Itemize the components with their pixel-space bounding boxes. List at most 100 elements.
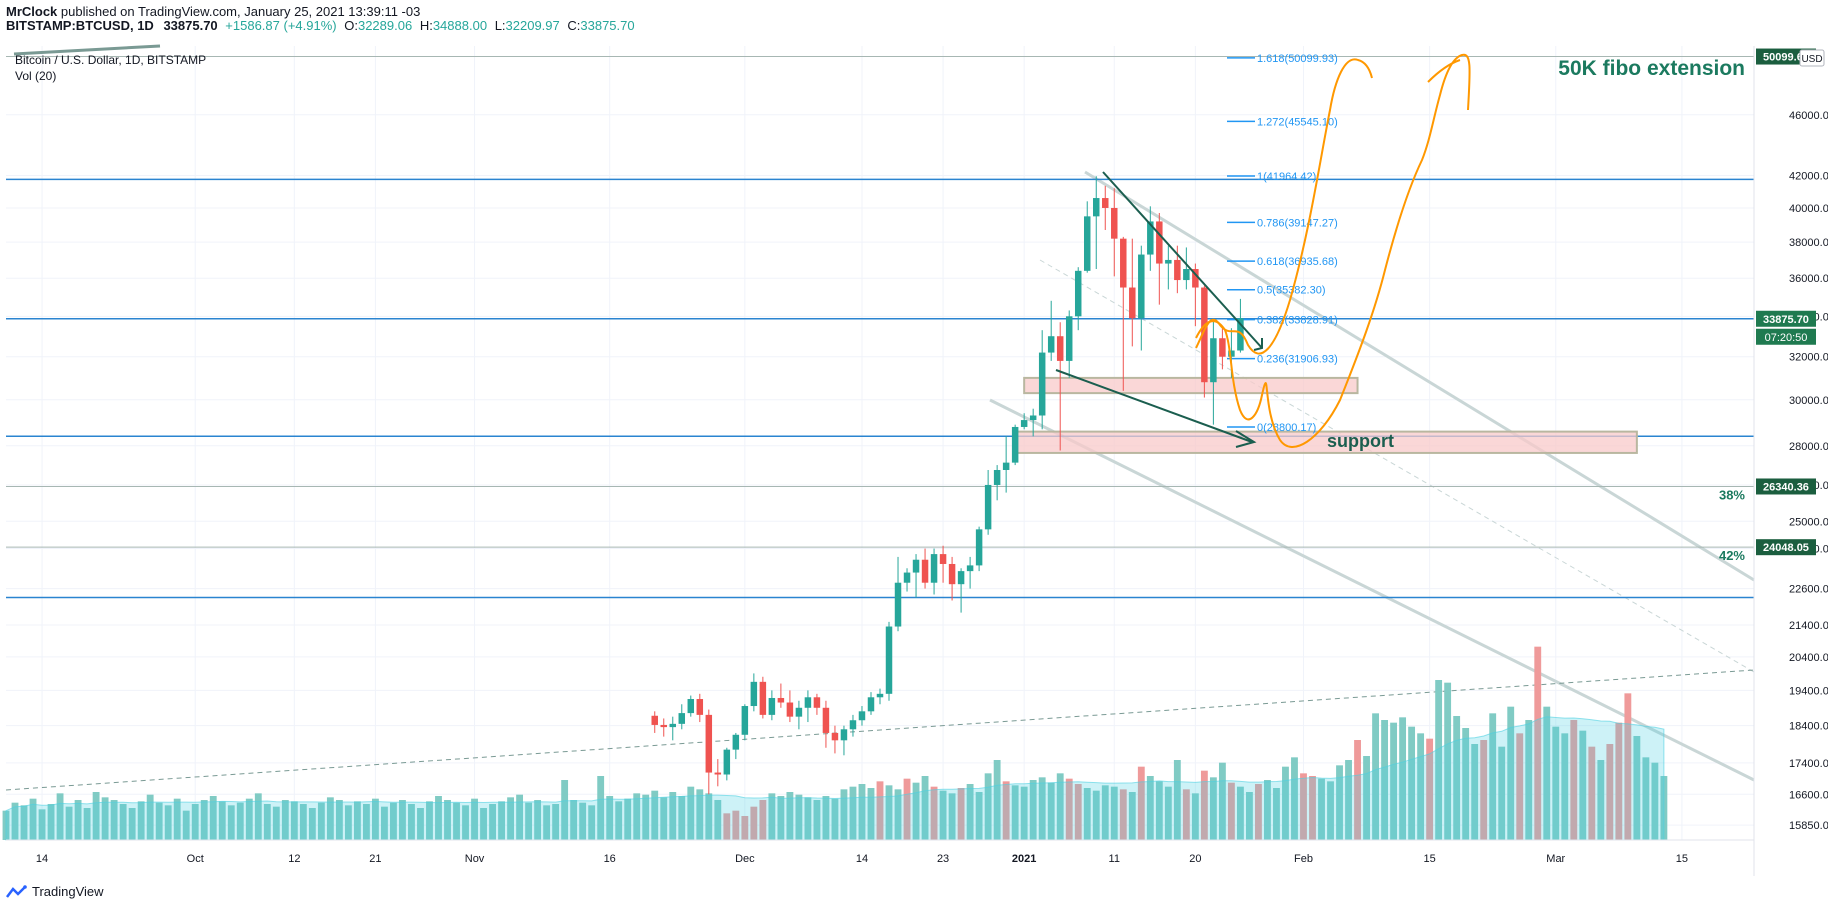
time-tick-label: 16 <box>604 853 616 865</box>
volume-bar <box>1227 782 1235 840</box>
volume-bar <box>1200 770 1208 840</box>
candle-body <box>1201 287 1208 383</box>
price-tick-label: 17400.00 <box>1789 758 1828 770</box>
volume-bar <box>182 810 190 840</box>
volume-bar <box>344 805 352 840</box>
volume-bar <box>795 794 803 840</box>
volume-bar <box>1363 756 1370 840</box>
volume-bar <box>1417 733 1425 840</box>
volume-bar <box>1092 790 1100 840</box>
support-zone <box>1014 430 1638 454</box>
volume-bar <box>669 792 677 840</box>
candle-body <box>1129 287 1136 319</box>
volume-bar <box>1345 760 1352 840</box>
candle-body <box>687 699 695 714</box>
fib-level-label: 0(28800.17) <box>1257 422 1316 434</box>
volume-bar <box>525 802 533 840</box>
volume-bar <box>894 789 902 840</box>
volume-bar <box>1110 786 1118 840</box>
fib-level-label: 1.618(50099.93) <box>1257 53 1338 65</box>
candle-body <box>957 571 965 585</box>
price-tick-label: 42000.00 <box>1789 170 1828 182</box>
time-axis[interactable]: 14 Oct 12 21 Nov 16 Dec 14 23 2021 11 20 Feb 15 Mar 15 <box>36 853 1688 865</box>
volume-bar <box>534 800 542 840</box>
candle-body <box>966 565 974 572</box>
volume-bar <box>1191 793 1199 840</box>
author-name[interactable]: MrClock <box>6 4 58 19</box>
low-label: L: <box>494 18 506 33</box>
last-price-badge-text: 33875.70 <box>1763 314 1809 326</box>
volume-bar <box>1633 736 1641 840</box>
volume-bar <box>1597 760 1605 840</box>
volume-bar <box>678 796 686 840</box>
volume-bar <box>417 808 424 840</box>
candle-body <box>1111 207 1118 239</box>
volume-bar <box>1273 788 1280 840</box>
volume-bar <box>984 773 992 840</box>
volume-bar <box>426 801 433 840</box>
wedge-lower-line <box>1055 369 1253 443</box>
price-tick-label: 32000.00 <box>1789 352 1828 364</box>
candle-body <box>858 711 866 721</box>
volume-bar <box>1570 720 1578 840</box>
volume-bar <box>245 798 253 840</box>
low-value: 32209.97 <box>505 18 560 33</box>
time-tick-label: 20 <box>1189 853 1201 865</box>
time-tick-label: 11 <box>1109 853 1120 865</box>
candle-body <box>714 772 722 775</box>
time-tick-label: 21 <box>369 853 381 865</box>
currency-badge[interactable]: USD <box>1799 49 1825 67</box>
volume-bar <box>281 800 289 840</box>
volume-bar <box>885 785 893 840</box>
volume-bar <box>191 804 199 840</box>
volume-bar <box>1020 786 1028 840</box>
price-axis[interactable]: 15850.00 16600.00 17400.00 18400.00 19400.00… <box>1789 110 1828 832</box>
volume-bar <box>741 816 749 840</box>
countdown-badge-text: 07:20:50 <box>1765 332 1808 344</box>
volume-bar <box>1209 777 1217 840</box>
volume-bar <box>1282 766 1289 840</box>
volume-bar <box>11 802 19 840</box>
candle-body <box>1210 338 1217 383</box>
volume-bar <box>597 776 605 840</box>
volume-bar <box>1327 781 1334 840</box>
fib-level-label: 0.5(35382.30) <box>1257 285 1326 297</box>
candle-body <box>1165 259 1172 264</box>
volume-bar <box>633 793 641 840</box>
level-badge <box>1756 478 1816 495</box>
level-badge-text: 24048.05 <box>1763 542 1809 554</box>
candle-body <box>768 697 776 715</box>
volume-bar <box>1381 720 1389 840</box>
volume-bar <box>471 798 478 840</box>
volume-bar <box>867 788 875 840</box>
symbol-label[interactable]: BITSTAMP:BTCUSD, 1D <box>6 18 154 33</box>
volume-bar <box>92 792 100 840</box>
price-chart[interactable]: 1.618(50099.93) 1.272(45545.10) 1(41964.42… <box>0 0 1828 876</box>
volume-bar <box>858 784 866 840</box>
time-tick-label: 14 <box>856 853 868 865</box>
volume-bar <box>1300 773 1307 840</box>
publish-info: published on TradingView.com, January 25… <box>57 4 421 19</box>
candles <box>651 176 1244 795</box>
volume-bar <box>507 797 515 840</box>
currency-label: USD <box>1801 54 1822 65</box>
volume-bar <box>119 804 127 840</box>
candle-body <box>885 626 893 694</box>
volume-bar <box>993 760 1001 840</box>
volume-bar <box>128 808 136 840</box>
open-value: 32289.06 <box>357 18 413 33</box>
trend-stub-line <box>13 44 161 56</box>
tradingview-brand[interactable]: TradingView <box>6 884 104 899</box>
candle-body <box>1020 420 1028 427</box>
volume-bar <box>1444 682 1452 840</box>
candle-body <box>759 681 767 715</box>
price-tick-label: 22600.00 <box>1789 584 1828 596</box>
candle-body <box>750 681 758 707</box>
price-change: +1586.87 (+4.91%) <box>225 18 337 33</box>
volume-ma-area <box>5 716 1665 841</box>
volume-bar <box>777 796 785 840</box>
volume-bar <box>1588 746 1596 840</box>
volume-bar <box>299 804 307 840</box>
volume-bar <box>254 793 262 840</box>
volume-bar <box>813 800 821 840</box>
